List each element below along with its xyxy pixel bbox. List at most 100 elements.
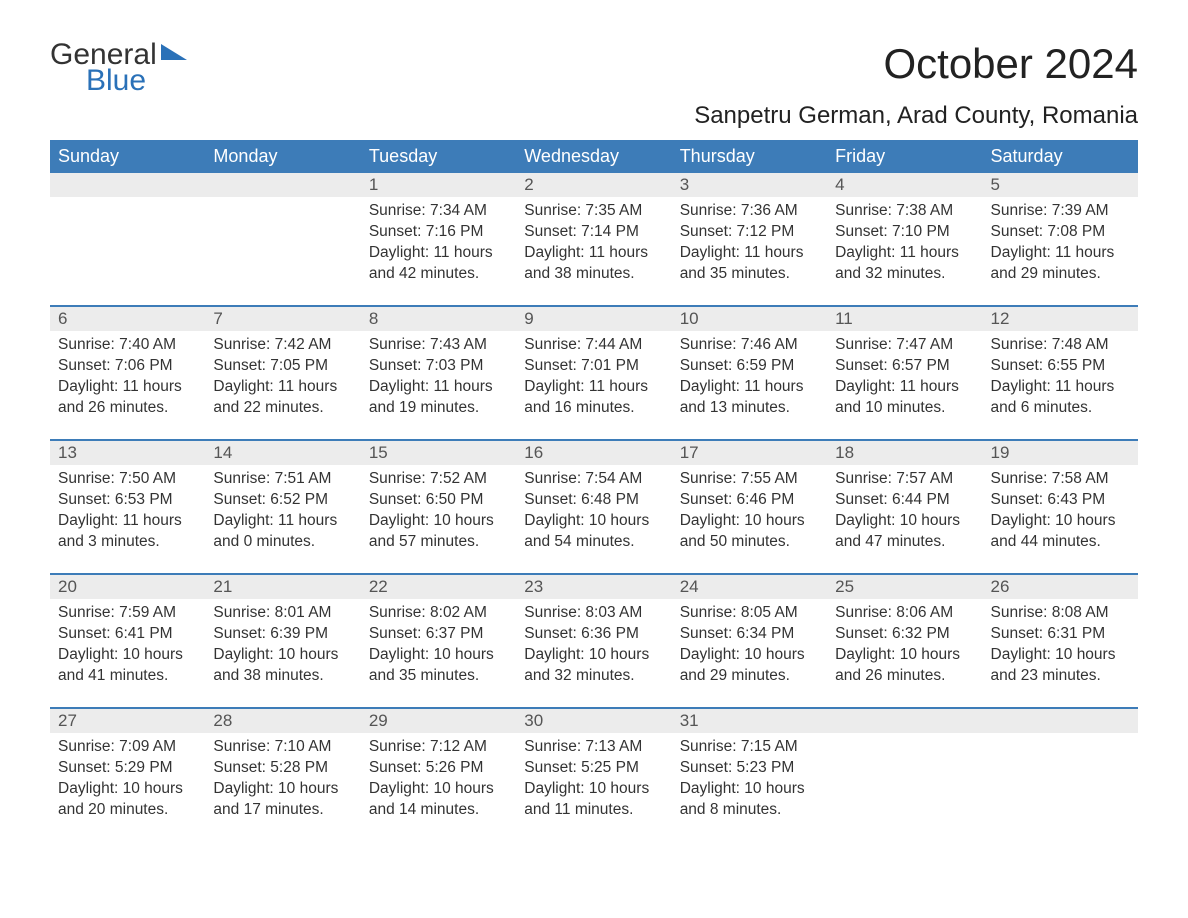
day-line: and 17 minutes. xyxy=(213,800,352,821)
day-line: Daylight: 10 hours xyxy=(213,645,352,666)
day-line: Daylight: 10 hours xyxy=(369,645,508,666)
day-content: Sunrise: 7:39 AMSunset: 7:08 PMDaylight:… xyxy=(983,197,1138,289)
day-line: Sunrise: 7:40 AM xyxy=(58,335,197,356)
day-line: Sunrise: 7:15 AM xyxy=(680,737,819,758)
day-line: Sunset: 7:12 PM xyxy=(680,222,819,243)
day-line: Sunset: 7:14 PM xyxy=(524,222,663,243)
day-line: Daylight: 11 hours xyxy=(213,377,352,398)
logo: General Blue xyxy=(50,40,187,96)
date-number xyxy=(50,173,205,197)
day-line: and 47 minutes. xyxy=(835,532,974,553)
date-number: 22 xyxy=(361,575,516,599)
date-number: 20 xyxy=(50,575,205,599)
date-number: 14 xyxy=(205,441,360,465)
day-line: and 26 minutes. xyxy=(58,398,197,419)
day-line: and 32 minutes. xyxy=(524,666,663,687)
day-content: Sunrise: 7:47 AMSunset: 6:57 PMDaylight:… xyxy=(827,331,982,423)
date-number: 24 xyxy=(672,575,827,599)
day-line: and 38 minutes. xyxy=(213,666,352,687)
day-line: Sunset: 5:25 PM xyxy=(524,758,663,779)
day-line: Sunset: 6:55 PM xyxy=(991,356,1130,377)
day-line: Daylight: 11 hours xyxy=(835,377,974,398)
day-content: Sunrise: 7:35 AMSunset: 7:14 PMDaylight:… xyxy=(516,197,671,289)
location-subtitle: Sanpetru German, Arad County, Romania xyxy=(694,102,1138,130)
day-header: Thursday xyxy=(672,140,827,173)
day-line: Daylight: 10 hours xyxy=(680,779,819,800)
day-line: and 44 minutes. xyxy=(991,532,1130,553)
day-content xyxy=(205,197,360,289)
day-line: Sunset: 6:36 PM xyxy=(524,624,663,645)
date-number: 26 xyxy=(983,575,1138,599)
day-line: and 11 minutes. xyxy=(524,800,663,821)
day-line: and 32 minutes. xyxy=(835,264,974,285)
day-line: Sunset: 6:52 PM xyxy=(213,490,352,511)
day-line: and 16 minutes. xyxy=(524,398,663,419)
day-line: and 20 minutes. xyxy=(58,800,197,821)
day-line: Sunrise: 7:12 AM xyxy=(369,737,508,758)
day-line: Sunrise: 7:38 AM xyxy=(835,201,974,222)
day-content: Sunrise: 8:05 AMSunset: 6:34 PMDaylight:… xyxy=(672,599,827,691)
logo-arrow-icon xyxy=(161,44,187,64)
date-number: 6 xyxy=(50,307,205,331)
day-line: Sunrise: 7:46 AM xyxy=(680,335,819,356)
date-number: 13 xyxy=(50,441,205,465)
day-line: Daylight: 11 hours xyxy=(369,377,508,398)
day-line: and 23 minutes. xyxy=(991,666,1130,687)
day-line: Daylight: 11 hours xyxy=(213,511,352,532)
day-content xyxy=(827,733,982,825)
day-line: Sunset: 6:34 PM xyxy=(680,624,819,645)
day-line: Sunset: 5:26 PM xyxy=(369,758,508,779)
day-content: Sunrise: 8:02 AMSunset: 6:37 PMDaylight:… xyxy=(361,599,516,691)
date-number xyxy=(205,173,360,197)
content-row: Sunrise: 7:59 AMSunset: 6:41 PMDaylight:… xyxy=(50,599,1138,707)
date-number xyxy=(827,709,982,733)
day-line: and 35 minutes. xyxy=(680,264,819,285)
day-line: Sunset: 5:29 PM xyxy=(58,758,197,779)
day-line: Sunrise: 7:54 AM xyxy=(524,469,663,490)
day-line: Sunrise: 8:06 AM xyxy=(835,603,974,624)
day-line: Daylight: 10 hours xyxy=(835,511,974,532)
day-line: Sunrise: 7:52 AM xyxy=(369,469,508,490)
day-line: Daylight: 10 hours xyxy=(213,779,352,800)
day-line: Sunset: 7:06 PM xyxy=(58,356,197,377)
day-line: Sunrise: 7:34 AM xyxy=(369,201,508,222)
day-line: and 13 minutes. xyxy=(680,398,819,419)
day-line: Sunrise: 7:44 AM xyxy=(524,335,663,356)
day-content: Sunrise: 7:50 AMSunset: 6:53 PMDaylight:… xyxy=(50,465,205,557)
day-line: and 57 minutes. xyxy=(369,532,508,553)
day-content: Sunrise: 7:09 AMSunset: 5:29 PMDaylight:… xyxy=(50,733,205,825)
date-number: 30 xyxy=(516,709,671,733)
day-line: Sunset: 7:03 PM xyxy=(369,356,508,377)
day-line: and 19 minutes. xyxy=(369,398,508,419)
day-line: and 10 minutes. xyxy=(835,398,974,419)
date-number: 18 xyxy=(827,441,982,465)
day-line: Daylight: 10 hours xyxy=(835,645,974,666)
day-line: and 8 minutes. xyxy=(680,800,819,821)
date-number: 27 xyxy=(50,709,205,733)
day-line: and 22 minutes. xyxy=(213,398,352,419)
date-number: 1 xyxy=(361,173,516,197)
day-line: Sunrise: 7:59 AM xyxy=(58,603,197,624)
day-line: and 41 minutes. xyxy=(58,666,197,687)
day-line: Daylight: 10 hours xyxy=(58,645,197,666)
day-header: Wednesday xyxy=(516,140,671,173)
day-line: Daylight: 11 hours xyxy=(524,243,663,264)
day-line: Sunset: 6:41 PM xyxy=(58,624,197,645)
day-header-row: SundayMondayTuesdayWednesdayThursdayFrid… xyxy=(50,140,1138,173)
date-row: 6789101112 xyxy=(50,307,1138,331)
day-line: Sunrise: 7:58 AM xyxy=(991,469,1130,490)
day-line: and 50 minutes. xyxy=(680,532,819,553)
day-content xyxy=(50,197,205,289)
day-header: Saturday xyxy=(983,140,1138,173)
date-number: 9 xyxy=(516,307,671,331)
day-line: Sunset: 6:32 PM xyxy=(835,624,974,645)
date-row: 13141516171819 xyxy=(50,441,1138,465)
day-content: Sunrise: 7:36 AMSunset: 7:12 PMDaylight:… xyxy=(672,197,827,289)
logo-text-blue: Blue xyxy=(86,66,187,96)
day-line: Sunrise: 7:13 AM xyxy=(524,737,663,758)
day-line: Sunset: 6:31 PM xyxy=(991,624,1130,645)
day-content: Sunrise: 7:59 AMSunset: 6:41 PMDaylight:… xyxy=(50,599,205,691)
date-row: 2728293031 xyxy=(50,709,1138,733)
date-number: 16 xyxy=(516,441,671,465)
calendar: SundayMondayTuesdayWednesdayThursdayFrid… xyxy=(50,140,1138,841)
